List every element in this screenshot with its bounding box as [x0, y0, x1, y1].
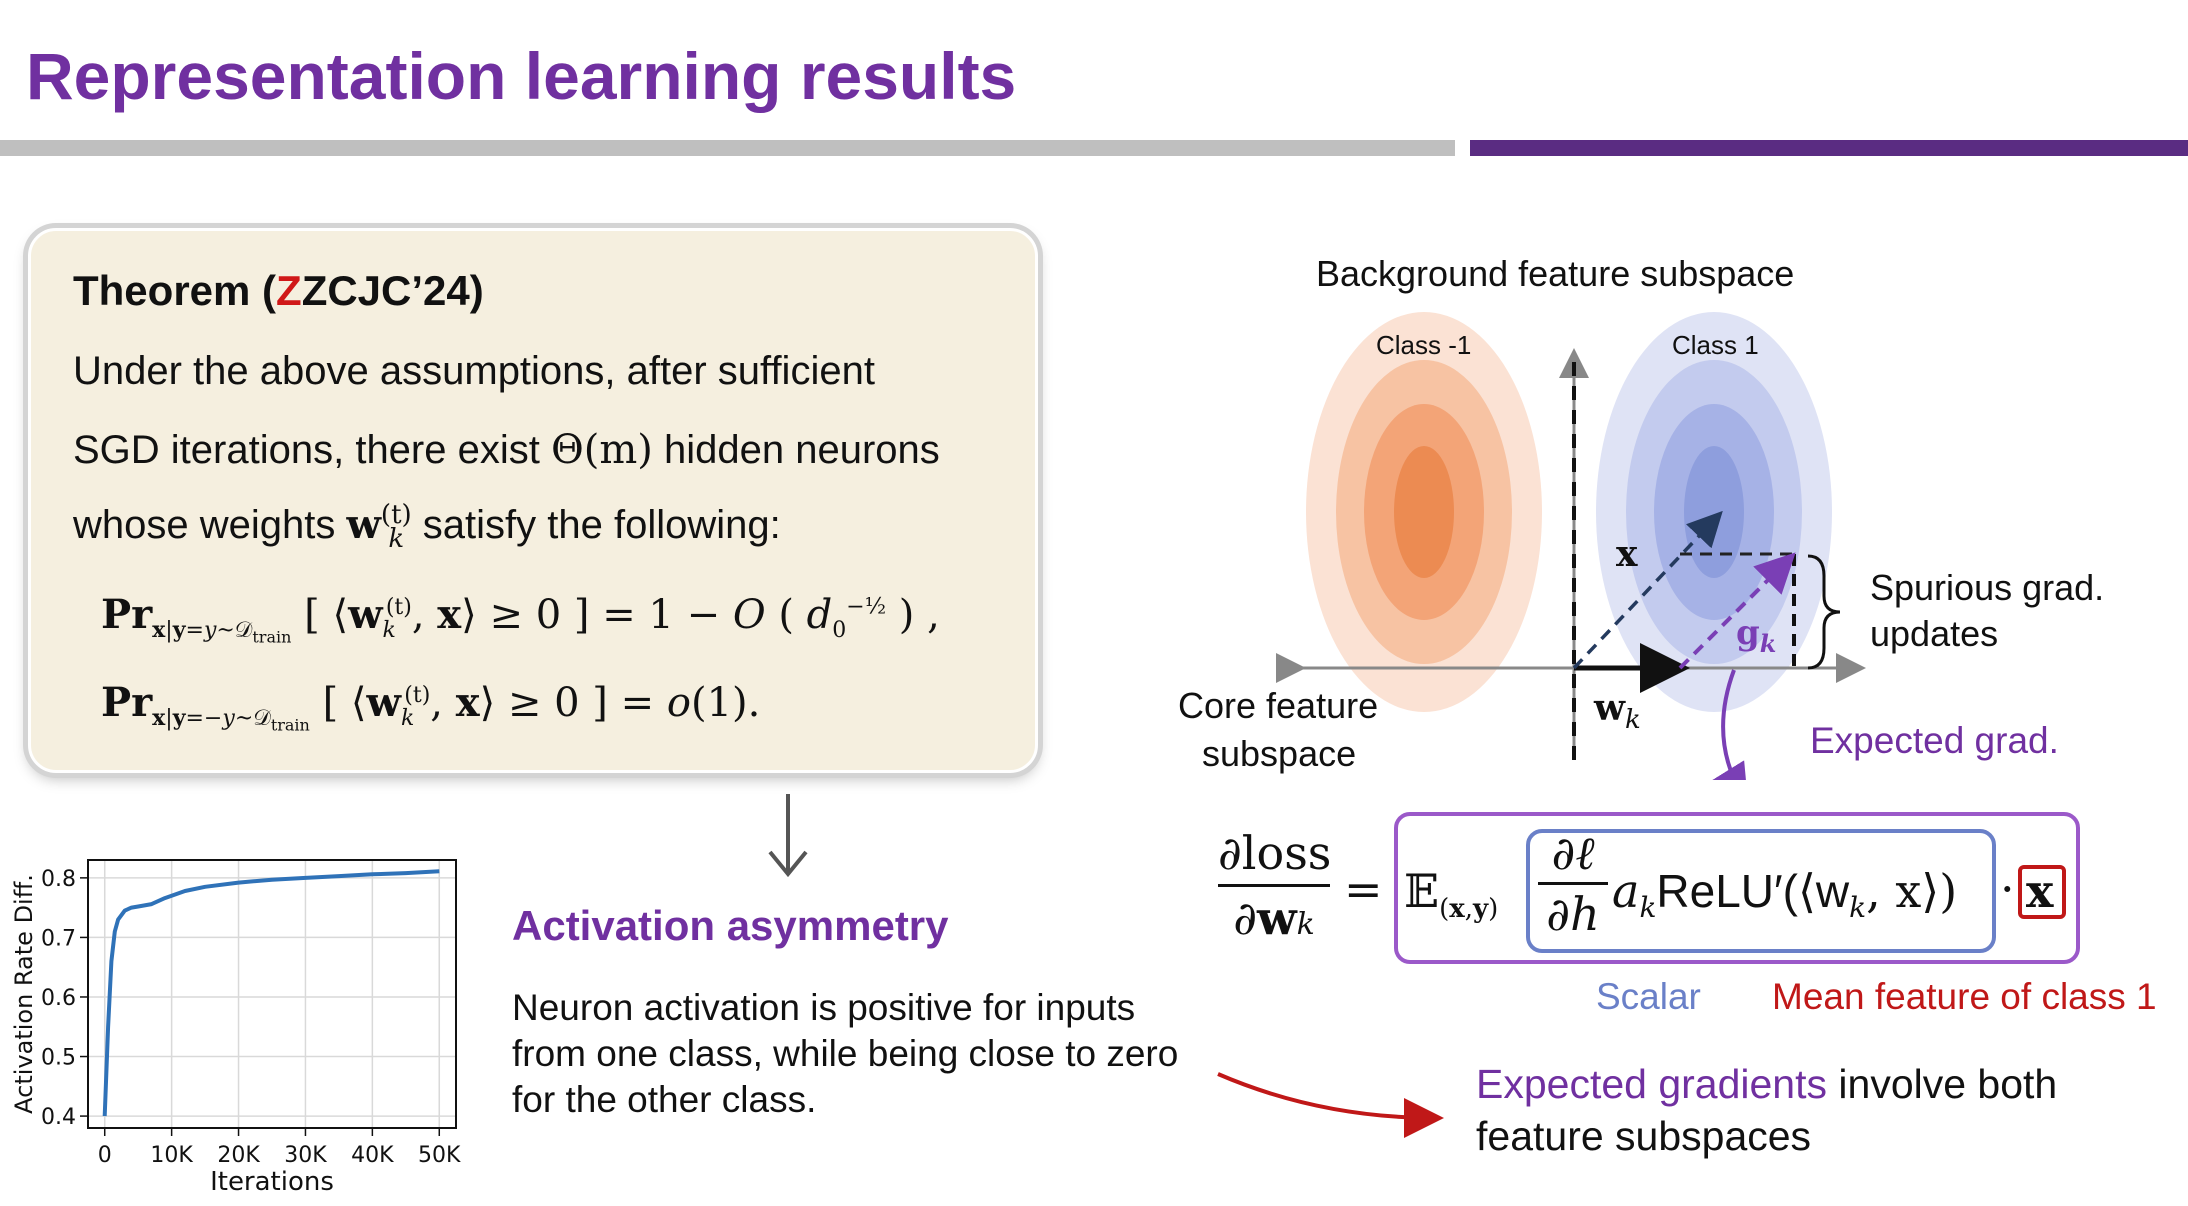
conclusion-arrow-icon	[1217, 1072, 1444, 1138]
theorem-line-3: whose weights w (t) k satisfy the followin…	[73, 500, 781, 555]
feature-subspace-diagram: Background feature subspace Class -1 Cla…	[1178, 253, 2104, 780]
formula-dot: ·	[2000, 862, 2015, 916]
expected-value-box	[1394, 812, 2080, 964]
spurious-label-1: Spurious grad.	[1870, 567, 2104, 608]
g-vector-arrow	[1678, 552, 1796, 670]
theorem-equation-1: Prx|y=y~𝒟train [ ⟨wk(t), x⟩ ≥ 0 ] = 1 − …	[101, 591, 940, 647]
theorem-line-1: Under the above assumptions, after suffi…	[73, 349, 875, 393]
chart-y-tick-label: 0.8	[41, 867, 76, 892]
theorem-heading-red-letter: Z	[276, 267, 302, 314]
mean-feature-label: Mean feature of class 1	[1772, 976, 2157, 1017]
formula-lhs: ∂loss ∂wk	[1218, 826, 1332, 945]
x-vector-label: x	[1616, 533, 1638, 575]
formula-dl-dh: ∂ℓ ∂h	[1538, 826, 1608, 941]
chart-x-tick-label: 10K	[150, 1143, 193, 1168]
chart-x-tick-label: 40K	[351, 1143, 394, 1168]
class-neg-distribution	[1306, 312, 1542, 712]
chart-y-tick-label: 0.7	[41, 926, 76, 951]
chart-x-axis-label: Iterations	[210, 1167, 334, 1197]
page-title: Representation learning results	[26, 39, 1017, 113]
scalar-box	[1526, 829, 1996, 953]
chart-x-tick-label: 0	[98, 1143, 112, 1168]
activation-asymmetry-text: Neuron activation is positive for inputs…	[512, 987, 1179, 1120]
class-pos-label: Class 1	[1672, 330, 1759, 360]
spurious-label-2: updates	[1870, 613, 1998, 654]
scalar-label: Scalar	[1596, 976, 1701, 1017]
expected-grad-arrow	[1710, 669, 1749, 780]
theorem-equation-2: Prx|y=−y~𝒟train [ ⟨wk(t), x⟩ ≥ 0 ] = o(1…	[101, 679, 761, 735]
g-vector-label: gk	[1736, 613, 1776, 658]
conclusion-text: Expected gradients involve both feature …	[1476, 1061, 2058, 1159]
core-label-2: subspace	[1202, 733, 1356, 774]
expected-grad-label: Expected grad.	[1810, 720, 2059, 761]
chart-y-tick-label: 0.6	[41, 986, 76, 1011]
theorem-heading: Theorem (ZZCJC’24)	[73, 267, 484, 314]
activation-asymmetry-title: Activation asymmetry	[512, 902, 949, 949]
title-divider-purple	[1470, 140, 2188, 156]
spurious-brace	[1807, 554, 1841, 670]
x-vector-arrow	[1572, 510, 1723, 670]
chart-y-tick-label: 0.5	[41, 1046, 76, 1071]
background-subspace-label: Background feature subspace	[1316, 253, 1794, 294]
class-neg-label: Class -1	[1376, 330, 1471, 360]
formula-expectation: 𝔼(x,y)	[1404, 864, 1499, 925]
mean-feature-box	[2018, 865, 2066, 919]
down-arrow-icon	[768, 794, 808, 878]
formula-relu: akReLU′(⟨wk, x⟩)	[1612, 864, 1958, 925]
theorem-box: Theorem (ZZCJC’24) Under the above assum…	[28, 228, 1038, 773]
title-divider-gray	[0, 140, 1455, 156]
class-pos-distribution	[1596, 312, 1832, 712]
formula-equals: =	[1344, 862, 1383, 916]
w-vector-label: wk	[1593, 687, 1641, 735]
chart-x-tick-label: 20K	[217, 1143, 260, 1168]
chart-x-tick-label: 50K	[418, 1143, 461, 1168]
activation-rate-chart: 0 10K 20K 30K 40K 50K 0.4 0.5 0.6 0.7 0.8 Iteration…	[10, 859, 461, 1197]
core-label-1: Core feature	[1178, 685, 1378, 726]
chart-y-axis-label: Activation Rate Diff.	[10, 874, 38, 1114]
theorem-line-2: SGD iterations, there exist Θ(m) hidden …	[73, 427, 940, 473]
formula-x: x	[2026, 864, 2054, 918]
chart-series-line	[102, 869, 440, 1117]
chart-y-tick-label: 0.4	[41, 1105, 76, 1130]
chart-x-tick-label: 30K	[284, 1143, 327, 1168]
chart-frame	[87, 859, 457, 1129]
